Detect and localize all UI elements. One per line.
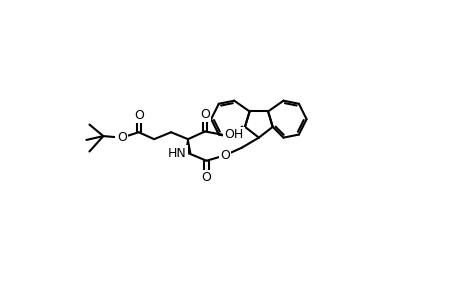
Text: HN: HN (168, 146, 186, 160)
Text: OH: OH (224, 128, 243, 141)
Text: O: O (134, 109, 143, 122)
Text: O: O (219, 149, 230, 162)
Text: O: O (200, 108, 209, 121)
Text: O: O (201, 171, 211, 184)
Polygon shape (185, 139, 190, 153)
Text: O: O (117, 131, 126, 144)
